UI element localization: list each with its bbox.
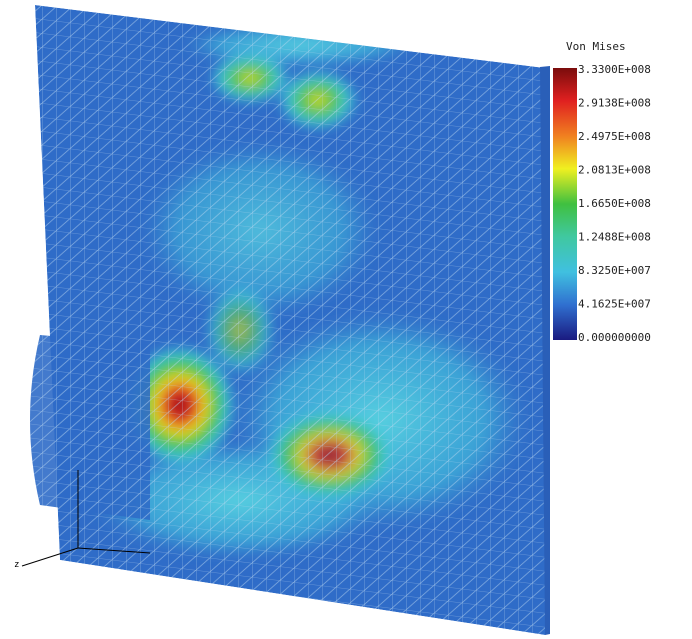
legend-label: 2.4975E+008 xyxy=(578,130,651,143)
legend-label: 3.3300E+008 xyxy=(578,63,651,76)
legend-title: Von Mises xyxy=(566,40,626,53)
fea-view: z Von Mises 3.3300E+008 2.9138E+008 2.4975… xyxy=(0,0,692,639)
legend-label: 4.1625E+007 xyxy=(578,298,651,311)
axis-label: z xyxy=(14,560,19,570)
color-bar xyxy=(553,68,577,340)
legend-label: 0.000000000 xyxy=(578,331,651,344)
legend-label: 8.3250E+007 xyxy=(578,264,651,277)
legend-label: 2.0813E+008 xyxy=(578,164,651,177)
legend-label: 2.9138E+008 xyxy=(578,97,651,110)
legend-label: 1.6650E+008 xyxy=(578,197,651,210)
legend-label: 1.2488E+008 xyxy=(578,231,651,244)
cylinder xyxy=(30,335,150,520)
